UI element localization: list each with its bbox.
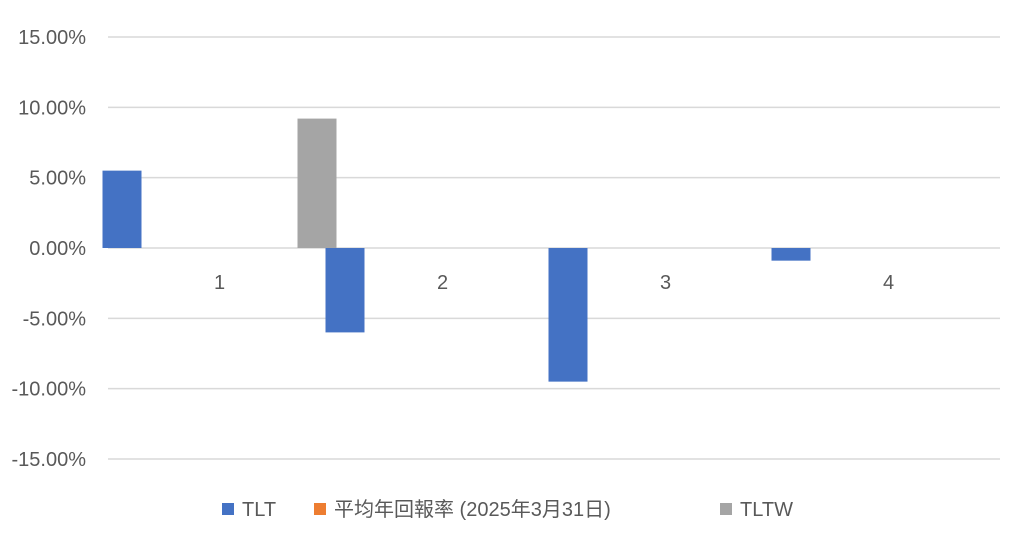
category-label: 1 bbox=[214, 272, 225, 294]
y-tick-label: 0.00% bbox=[29, 238, 86, 260]
bar-TLT-2 bbox=[325, 248, 365, 333]
y-tick-label: 15.00% bbox=[18, 27, 86, 49]
legend-label: TLT bbox=[242, 499, 276, 521]
y-tick-label: -5.00% bbox=[23, 308, 87, 330]
bar-TLT-1 bbox=[102, 170, 142, 248]
y-tick-label: -10.00% bbox=[12, 379, 87, 401]
y-tick-label: 10.00% bbox=[18, 97, 86, 119]
y-tick-label: -15.00% bbox=[12, 449, 87, 471]
bar-series bbox=[102, 118, 811, 382]
legend-label: TLTW bbox=[740, 499, 793, 521]
category-label: 4 bbox=[883, 272, 894, 294]
bar-TLTW-1 bbox=[297, 118, 337, 248]
legend-swatch bbox=[314, 503, 326, 515]
category-label: 2 bbox=[437, 272, 448, 294]
bar-TLT-4 bbox=[771, 248, 811, 261]
category-label: 3 bbox=[660, 272, 671, 294]
y-tick-label: 5.00% bbox=[29, 168, 86, 190]
category-labels: 1 2 3 4 bbox=[214, 272, 894, 294]
legend-swatch bbox=[222, 503, 234, 515]
legend: TLT 平均年回報率 (2025年3月31日) TLTW bbox=[222, 498, 793, 521]
legend-swatch bbox=[720, 503, 732, 515]
bar-TLT-3 bbox=[548, 248, 588, 382]
legend-label: 平均年回報率 (2025年3月31日) bbox=[334, 498, 611, 521]
y-axis-tick-labels: 15.00% 10.00% 5.00% 0.00% -5.00% -10.00% -15.0… bbox=[12, 27, 87, 471]
